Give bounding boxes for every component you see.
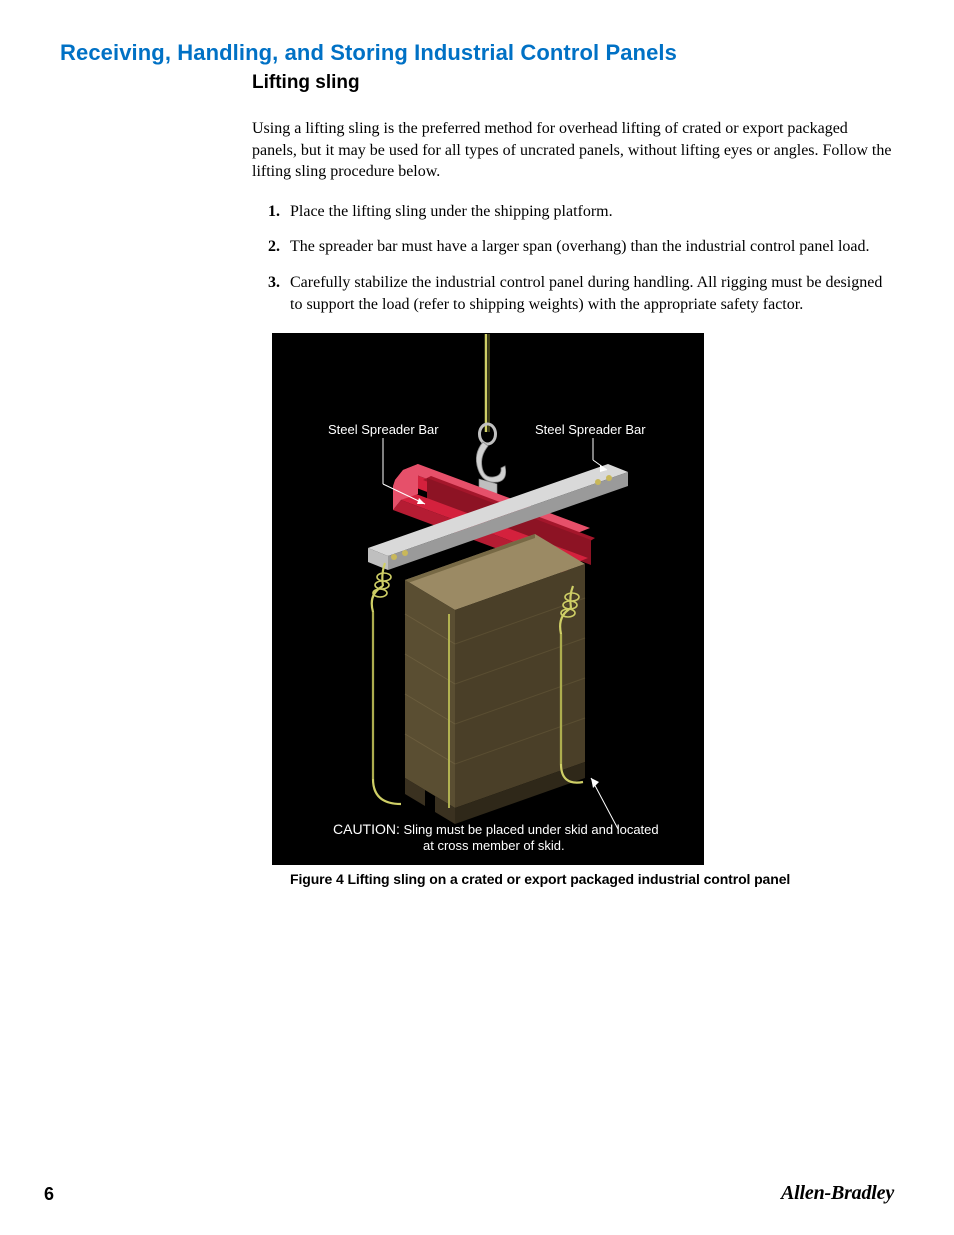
subsection-heading: Lifting sling [252, 72, 894, 94]
svg-text:at cross member of skid.: at cross member of skid. [423, 838, 565, 853]
label-left-text: Steel Spreader Bar [328, 422, 439, 437]
step-3: Carefully stabilize the industrial contr… [284, 272, 894, 315]
brand-footer: Allen-Bradley [781, 1182, 894, 1205]
lifting-sling-diagram: Steel Spreader Bar Steel Spreader Bar [272, 333, 704, 865]
section-heading: Receiving, Handling, and Storing Industr… [60, 40, 894, 66]
step-1: Place the lifting sling under the shippi… [284, 201, 894, 223]
intro-paragraph: Using a lifting sling is the preferred m… [252, 118, 894, 183]
label-right-text: Steel Spreader Bar [535, 422, 646, 437]
svg-text:CAUTION:: CAUTION: Sling must be placed under skid… [333, 821, 659, 837]
figure-caption: Figure 4 Lifting sling on a crated or ex… [290, 871, 894, 887]
step-2: The spreader bar must have a larger span… [284, 236, 894, 258]
figure-4: Steel Spreader Bar Steel Spreader Bar [272, 333, 894, 887]
page-number: 6 [44, 1184, 54, 1205]
body-block: Using a lifting sling is the preferred m… [252, 118, 894, 315]
procedure-steps: Place the lifting sling under the shippi… [252, 201, 894, 315]
page-root: Receiving, Handling, and Storing Industr… [0, 0, 954, 1235]
